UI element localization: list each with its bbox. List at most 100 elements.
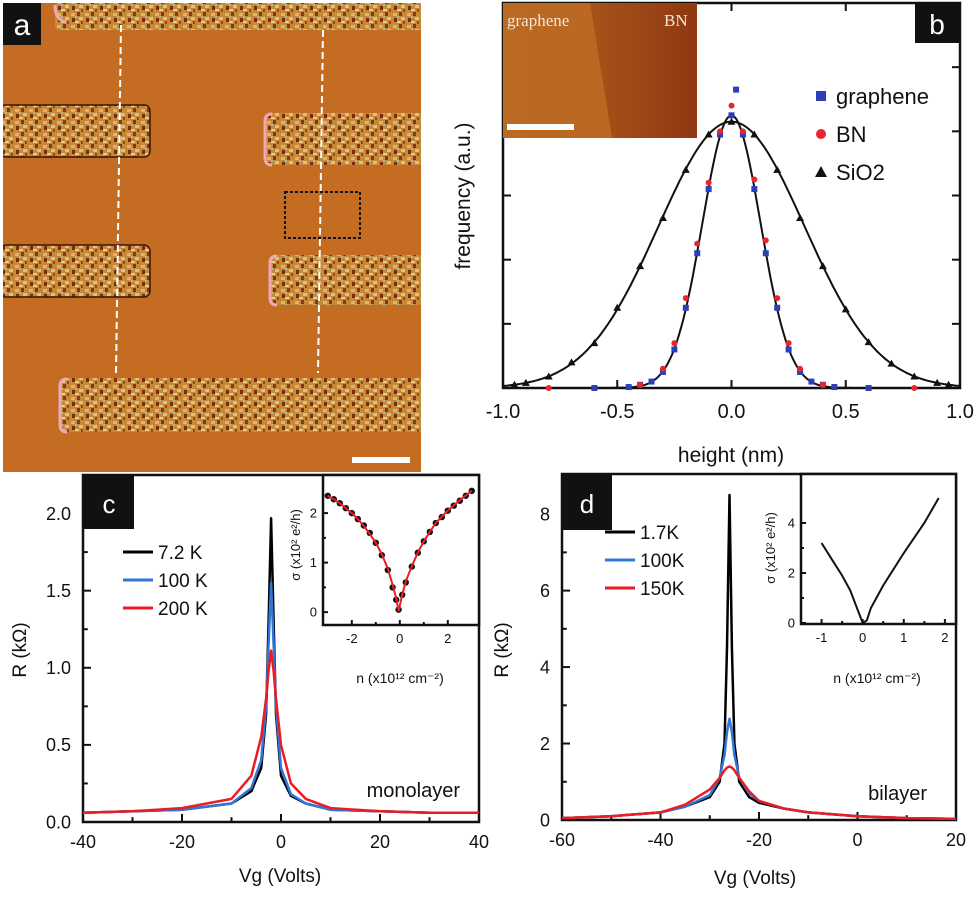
legend: 1.7K 100K 150K [605,523,685,600]
panel-a-afm-image: a [3,3,421,472]
data-point-graphene [785,346,792,353]
panel-b-height-histogram: height (nm) frequency (a.u.) -1.0 -0.5 0.0… [452,1,974,467]
electrode-edge [263,112,273,167]
graphene-region [503,3,612,138]
x-tick-label: 0.0 [718,401,746,423]
data-point-graphene [831,384,838,391]
y-tick-label: 4 [540,657,550,677]
data-point-graphene [733,86,740,93]
data-point-sio2 [727,117,736,125]
panel-d-bilayer-resistance: Vg (Volts) R (kΩ) bilayer n (x10¹² cm⁻²)… [492,472,966,889]
data-point-graphene [797,368,804,375]
x-tick-label: -60 [549,830,575,850]
x-axis-label: Vg (Volts) [239,866,321,887]
dotted-region-box [284,191,361,239]
data-point-sio2 [933,378,942,386]
series-line-150k [561,765,957,821]
legend-marker-circle [816,129,826,139]
series-line-100k [82,581,479,814]
data-point-graphene [591,385,598,391]
legend-label: BN [836,122,867,147]
y-tick-label: 0.0 [46,812,71,832]
inset-label-graphene: graphene [507,11,569,30]
data-point-bn [694,240,701,247]
y-tick-label: 2 [540,734,550,754]
data-point-bn [682,295,689,302]
data-point-sio2 [887,359,896,367]
data-point-sio2 [944,380,953,388]
data-point-sio2 [567,358,576,366]
data-point-graphene [762,250,769,257]
data-point-graphene [739,131,746,138]
fit-curve-graphene-bn [503,114,960,389]
data-point-bn [545,385,552,391]
data-point-sio2 [681,165,690,173]
data-point-bn [659,365,666,372]
data-point-sio2 [590,339,599,347]
data-point-sio2 [521,378,530,386]
data-point-sio2 [864,338,873,346]
x-tick-label: 0 [276,832,286,852]
inset-x-axis-label: n (x10¹² cm⁻²) [356,670,444,686]
inset-label-bn: BN [664,11,688,30]
legend-label: 100 K [158,571,208,592]
data-point-graphene [659,368,666,375]
panel-label-box [562,474,612,530]
data-point-sio2 [636,262,645,270]
data-point-graphene [694,250,701,257]
y-tick-label: 2 [788,566,795,581]
x-tick-label: -1.0 [486,401,520,423]
x-tick-label: 40 [469,832,489,852]
data-point-bn [739,128,746,135]
y-tick-label: 2 [310,506,317,521]
x-tick-label: -1 [816,630,828,645]
x-tick-label: 1 [900,630,907,645]
x-tick-label: -20 [746,830,772,850]
x-tick-label: 1.0 [946,401,974,423]
data-point-sio2 [910,372,919,380]
data-point-graphene [705,186,712,193]
data-point-graphene [728,112,735,119]
y-axis-label: R (kΩ) [10,622,31,677]
electrode [3,104,151,158]
x-tick-label: 0.5 [832,401,860,423]
x-tick-label: -20 [169,832,195,852]
x-tick-label: 0 [859,630,866,645]
data-point-graphene [774,304,781,311]
x-tick-label: 20 [946,830,966,850]
data-point-bn [762,237,769,244]
data-point-bn [911,385,918,391]
legend-label: 100K [640,551,685,572]
data-point-sio2 [704,130,713,138]
panel-label-box [83,475,134,529]
panel-label-c: c [103,489,116,519]
electrode [60,378,421,432]
data-point-bn [797,365,804,372]
dashed-line [115,24,122,374]
x-tick-label: -2 [346,631,358,646]
data-point-sio2 [750,130,759,138]
y-tick-label: 0 [540,810,550,830]
x-tick-label: -40 [647,830,673,850]
x-tick-label: 20 [370,832,390,852]
data-point-graphene [865,385,872,391]
data-point-sio2 [613,303,622,311]
data-point-sio2 [510,380,519,388]
y-axis-label: R (kΩ) [492,622,513,677]
electrode [55,3,421,30]
annotation-bilayer: bilayer [868,783,927,805]
legend-marker-triangle [815,166,827,177]
y-tick-label: 0 [310,605,317,620]
data-point-graphene [808,378,815,385]
panel-label-box [3,3,41,45]
x-tick-label: 0 [396,631,403,646]
legend-label: 7.2 K [158,543,203,564]
legend: graphene BN SiO2 [815,84,929,185]
legend-marker-square [816,91,826,101]
x-tick-label: 2 [941,630,948,645]
data-point-graphene [671,346,678,353]
y-tick-label: 1.5 [46,581,71,601]
data-point-sio2 [841,305,850,313]
x-axis-label: height (nm) [678,444,784,467]
legend-label: 1.7K [640,523,679,544]
